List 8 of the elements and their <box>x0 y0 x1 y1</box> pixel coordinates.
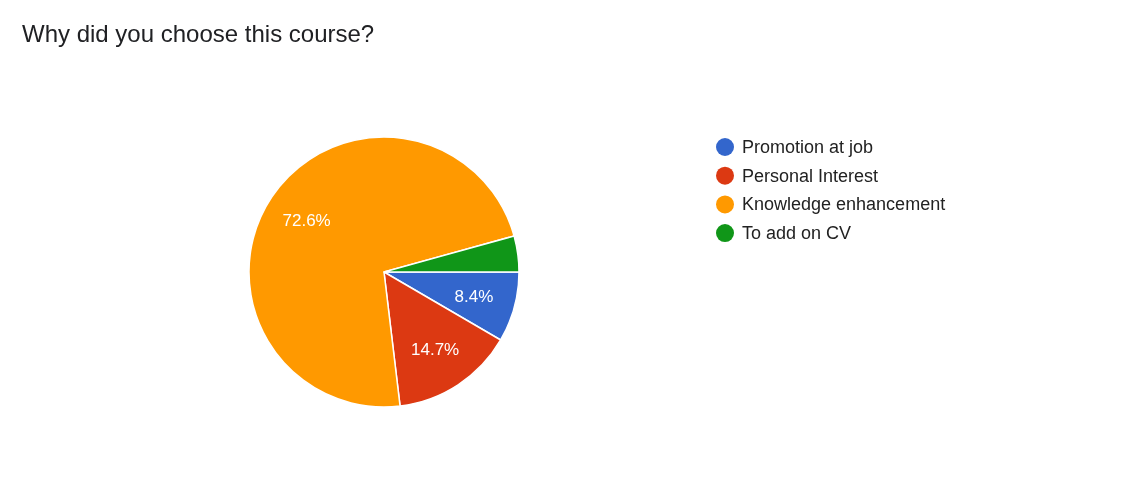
chart-title: Why did you choose this course? <box>22 19 375 47</box>
legend-label: To add on CV <box>742 223 852 244</box>
data-label: 14.7% <box>411 340 460 360</box>
legend-label: Promotion at job <box>742 137 874 157</box>
legend-label: Personal Interest <box>742 165 879 186</box>
data-label: 8.4% <box>454 286 494 306</box>
legend-label: Knowledge enhancement <box>742 194 946 215</box>
data-label: 72.6% <box>282 210 331 230</box>
